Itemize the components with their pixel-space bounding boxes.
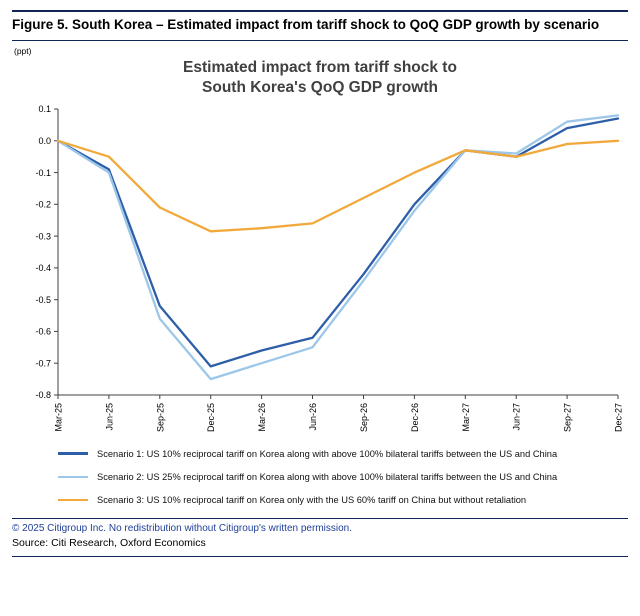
bottom-divider — [12, 556, 628, 558]
x-tick-label: Sep-26 — [359, 403, 369, 432]
chart-title-line-1: Estimated impact from tariff shock to — [183, 59, 457, 77]
figure-title: Figure 5. South Korea – Estimated impact… — [12, 17, 600, 32]
chart-title-line-2: South Korea's QoQ GDP growth — [202, 79, 438, 97]
legend-swatch-scenario1 — [58, 452, 88, 455]
y-tick-label: 0.1 — [38, 104, 51, 114]
series-line-scenario2 — [56, 113, 620, 380]
y-tick-label: 0.0 — [38, 136, 51, 146]
x-tick-label: Jun-25 — [104, 403, 114, 431]
legend-label-scenario2: Scenario 2: US 25% reciprocal tariff on … — [97, 471, 558, 482]
y-tick-label: -0.4 — [35, 263, 51, 273]
x-tick-label: Mar-25 — [54, 403, 64, 432]
y-tick-label: -0.2 — [35, 199, 51, 209]
title-divider — [12, 40, 628, 42]
legend-item-scenario2: Scenario 2: US 25% reciprocal tariff on … — [58, 472, 628, 482]
y-tick-label: -0.1 — [35, 167, 51, 177]
chart-title: Estimated impact from tariff shock to So… — [12, 58, 628, 98]
legend-item-scenario1: Scenario 1: US 10% reciprocal tariff on … — [58, 449, 628, 459]
legend-label-scenario3: Scenario 3: US 10% reciprocal tariff on … — [97, 494, 527, 505]
x-tick-label: Jun-26 — [308, 403, 318, 431]
chart-legend: Scenario 1: US 10% reciprocal tariff on … — [12, 449, 628, 506]
top-divider — [12, 10, 628, 12]
x-tick-label: Dec-25 — [206, 403, 216, 432]
legend-swatch-scenario2 — [58, 475, 88, 479]
y-tick-label: -0.3 — [35, 231, 51, 241]
series-line-scenario3 — [56, 139, 620, 232]
y-tick-label: -0.6 — [35, 326, 51, 336]
source-text: Source: Citi Research, Oxford Economics — [12, 537, 206, 550]
x-tick-label: Mar-26 — [257, 403, 267, 432]
x-tick-label: Dec-27 — [614, 403, 624, 432]
x-tick-label: Sep-25 — [155, 403, 165, 432]
x-tick-label: Sep-27 — [563, 403, 573, 432]
report-page: Figure 5. South Korea – Estimated impact… — [12, 10, 628, 558]
footer-divider — [12, 518, 628, 520]
y-tick-label: -0.8 — [35, 390, 51, 400]
x-tick-label: Dec-26 — [410, 403, 420, 432]
x-tick-label: Mar-27 — [461, 403, 471, 432]
series-line-scenario1 — [56, 116, 620, 368]
legend-swatch-scenario3 — [58, 498, 88, 502]
unit-label: (ppt) — [14, 46, 32, 57]
x-tick-label: Jun-27 — [512, 403, 522, 431]
legend-item-scenario3: Scenario 3: US 10% reciprocal tariff on … — [58, 495, 628, 505]
line-chart-svg: 0.10.0-0.1-0.2-0.3-0.4-0.5-0.6-0.7-0.8Ma… — [35, 104, 624, 432]
y-tick-label: -0.5 — [35, 294, 51, 304]
y-tick-label: -0.7 — [35, 358, 51, 368]
copyright-text: © 2025 Citigroup Inc. No redistribution … — [12, 523, 352, 535]
legend-label-scenario1: Scenario 1: US 10% reciprocal tariff on … — [97, 448, 558, 459]
